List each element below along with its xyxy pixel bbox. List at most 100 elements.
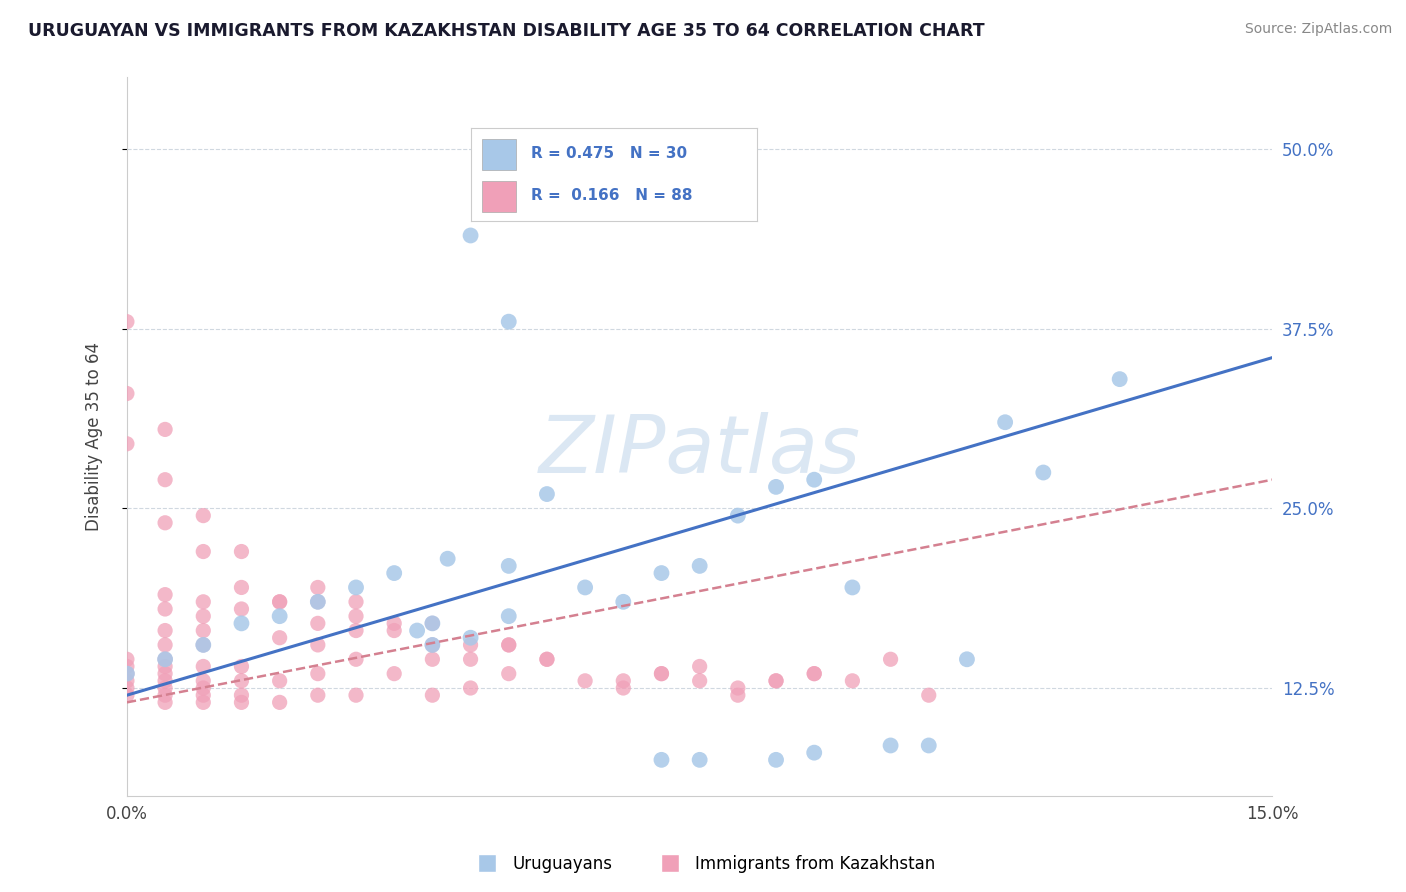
Point: [115, 386, 138, 401]
Point: [231, 602, 253, 616]
Point: [153, 652, 176, 666]
Point: [153, 602, 176, 616]
Point: [153, 638, 176, 652]
Point: [231, 544, 253, 558]
Point: [344, 652, 367, 666]
Point: [536, 652, 558, 666]
Point: [193, 638, 215, 652]
Point: [307, 616, 329, 631]
Point: [956, 652, 979, 666]
Point: [498, 638, 520, 652]
Point: [231, 688, 253, 702]
Point: [574, 581, 596, 595]
Point: [269, 595, 291, 609]
Point: [193, 544, 215, 558]
Point: [994, 415, 1017, 429]
Point: [344, 688, 367, 702]
Point: [344, 609, 367, 624]
Point: [344, 581, 367, 595]
Point: [422, 652, 444, 666]
Point: [344, 624, 367, 638]
Legend: Uruguayans, Immigrants from Kazakhstan: Uruguayans, Immigrants from Kazakhstan: [464, 848, 942, 880]
Point: [115, 673, 138, 688]
Point: [650, 566, 672, 580]
Point: [689, 753, 711, 767]
Point: [231, 659, 253, 673]
Point: [307, 666, 329, 681]
Point: [153, 681, 176, 695]
Point: [612, 595, 634, 609]
Point: [803, 666, 825, 681]
Point: [879, 739, 901, 753]
Point: [498, 315, 520, 329]
Point: [803, 666, 825, 681]
Point: [382, 624, 405, 638]
Point: [1032, 466, 1054, 480]
Point: [193, 659, 215, 673]
Point: [115, 652, 138, 666]
Point: [115, 666, 138, 681]
Point: [803, 746, 825, 760]
Point: [727, 508, 749, 523]
Point: [193, 609, 215, 624]
Point: [689, 673, 711, 688]
Point: [918, 688, 941, 702]
Point: [115, 315, 138, 329]
Point: [269, 595, 291, 609]
Point: [498, 558, 520, 573]
Point: [612, 681, 634, 695]
Y-axis label: Disability Age 35 to 64: Disability Age 35 to 64: [86, 343, 103, 531]
Point: [307, 581, 329, 595]
Point: [193, 681, 215, 695]
Text: ZIPatlas: ZIPatlas: [538, 412, 860, 490]
Point: [536, 652, 558, 666]
Point: [422, 688, 444, 702]
Point: [612, 673, 634, 688]
Point: [765, 480, 787, 494]
Point: [422, 638, 444, 652]
Point: [153, 652, 176, 666]
Point: [153, 659, 176, 673]
Point: [765, 673, 787, 688]
Point: [193, 508, 215, 523]
Point: [841, 581, 863, 595]
Point: [153, 473, 176, 487]
Point: [115, 437, 138, 451]
Point: [153, 422, 176, 436]
Point: [193, 695, 215, 709]
Point: [689, 659, 711, 673]
Point: [841, 673, 863, 688]
Point: [269, 631, 291, 645]
Point: [193, 624, 215, 638]
Point: [115, 666, 138, 681]
Point: [153, 588, 176, 602]
Text: URUGUAYAN VS IMMIGRANTS FROM KAZAKHSTAN DISABILITY AGE 35 TO 64 CORRELATION CHAR: URUGUAYAN VS IMMIGRANTS FROM KAZAKHSTAN …: [28, 22, 984, 40]
Point: [650, 666, 672, 681]
Point: [153, 624, 176, 638]
Point: [689, 558, 711, 573]
Point: [269, 609, 291, 624]
Point: [460, 652, 482, 666]
Point: [115, 688, 138, 702]
Text: Source: ZipAtlas.com: Source: ZipAtlas.com: [1244, 22, 1392, 37]
Point: [879, 652, 901, 666]
Point: [460, 638, 482, 652]
Point: [307, 595, 329, 609]
Point: [727, 681, 749, 695]
Point: [269, 673, 291, 688]
Point: [765, 753, 787, 767]
Point: [422, 638, 444, 652]
Point: [153, 688, 176, 702]
Point: [498, 666, 520, 681]
Point: [382, 666, 405, 681]
Point: [193, 638, 215, 652]
Point: [153, 673, 176, 688]
Point: [422, 616, 444, 631]
Point: [193, 595, 215, 609]
Point: [115, 681, 138, 695]
Point: [406, 624, 429, 638]
Point: [650, 753, 672, 767]
Point: [231, 673, 253, 688]
Point: [153, 666, 176, 681]
Point: [269, 695, 291, 709]
